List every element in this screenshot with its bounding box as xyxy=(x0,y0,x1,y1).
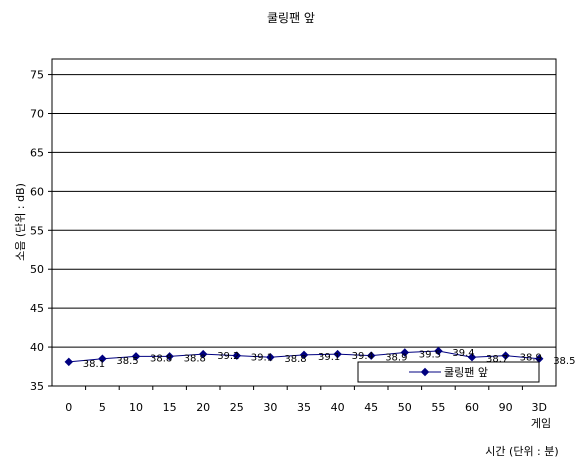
data-point-1 xyxy=(98,354,107,363)
data-label-9: 38.9 xyxy=(385,353,407,364)
data-label-3: 38.8 xyxy=(184,353,206,364)
y-tick-label-75: 75 xyxy=(30,69,44,82)
data-label-0: 38.1 xyxy=(83,359,105,370)
y-tick-label-60: 60 xyxy=(30,185,44,198)
data-label-12: 38.7 xyxy=(486,354,508,365)
data-label-7: 39.1 xyxy=(318,352,340,363)
x-tick-label-5: 5 xyxy=(99,401,106,414)
y-tick-label-50: 50 xyxy=(30,263,44,276)
data-point-0 xyxy=(64,357,74,367)
data-label-1: 38.5 xyxy=(116,356,138,367)
y-tick-label-45: 45 xyxy=(30,302,44,315)
x-axis-extra-label: 게임 xyxy=(531,417,551,430)
series-line-group xyxy=(64,346,544,367)
x-tick-label-60: 60 xyxy=(465,401,479,414)
legend: 쿨링팬 앞 xyxy=(357,361,540,383)
x-tick-label-10: 10 xyxy=(129,401,143,414)
data-point-12 xyxy=(467,352,477,362)
plot-area xyxy=(51,58,557,387)
y-axis-label: 소음 (단위 : dB) xyxy=(14,183,27,261)
data-label-11: 39.4 xyxy=(452,348,474,359)
data-label-8: 39.4 xyxy=(352,351,374,362)
y-tick-label-65: 65 xyxy=(30,146,44,159)
data-point-8 xyxy=(333,349,342,359)
legend-marker xyxy=(420,367,430,377)
y-tick-label-55: 55 xyxy=(30,224,44,237)
data-label-6: 38.8 xyxy=(284,354,306,365)
x-tick-label-0: 0 xyxy=(65,401,72,414)
x-tick-label-15: 15 xyxy=(163,401,177,414)
data-point-11 xyxy=(434,346,443,356)
data-point-2 xyxy=(131,352,141,361)
legend-box xyxy=(357,361,540,383)
data-point-13 xyxy=(501,351,510,360)
x-tick-label-55: 55 xyxy=(431,401,445,414)
x-tick-label-25: 25 xyxy=(230,401,244,414)
data-label-4: 39.2 xyxy=(217,351,239,362)
x-tick-label-35: 35 xyxy=(297,401,311,414)
x-tick-label-45: 45 xyxy=(364,401,378,414)
data-label-13: 38.9 xyxy=(520,353,542,364)
x-axis-ticks: 0 5 10 15 20 25 30 35 40 45 50 55 60 90 3D xyxy=(65,386,547,414)
data-label-10: 39.5 xyxy=(419,350,441,361)
data-point-3 xyxy=(165,352,174,361)
data-label-14: 38.5 xyxy=(553,356,575,367)
data-label-5: 39.1 xyxy=(251,353,273,364)
data-labels: 38.1 38.5 38.8 38.8 39.2 39.1 38.8 39.1 39.4 38.9… xyxy=(83,348,576,370)
gridlines xyxy=(52,74,556,348)
y-tick-label-35: 35 xyxy=(30,380,44,393)
x-tick-label-20: 20 xyxy=(196,401,210,414)
y-tick-label-40: 40 xyxy=(30,341,44,354)
x-tick-label-30: 30 xyxy=(263,401,277,414)
data-point-6 xyxy=(266,352,275,362)
y-axis-ticks: 35 40 45 50 55 60 65 70 75 xyxy=(30,69,52,393)
data-point-14 xyxy=(534,354,544,363)
x-tick-label-90: 90 xyxy=(499,401,513,414)
x-tick-label-50: 50 xyxy=(398,401,412,414)
chart-title: 쿨링팬 앞 xyxy=(267,11,315,25)
data-point-5 xyxy=(232,351,242,360)
legend-label: 쿨링팬 앞 xyxy=(444,366,488,379)
data-point-10 xyxy=(400,348,410,357)
y-tick-label-70: 70 xyxy=(30,108,44,121)
x-tick-label-3D: 3D xyxy=(531,401,546,414)
x-axis-label: 시간 (단위 : 분) xyxy=(485,445,558,458)
data-point-7 xyxy=(299,350,309,360)
x-tick-label-40: 40 xyxy=(331,401,345,414)
data-label-2: 38.8 xyxy=(150,353,172,364)
data-point-9 xyxy=(366,351,376,360)
data-point-4 xyxy=(198,349,208,359)
